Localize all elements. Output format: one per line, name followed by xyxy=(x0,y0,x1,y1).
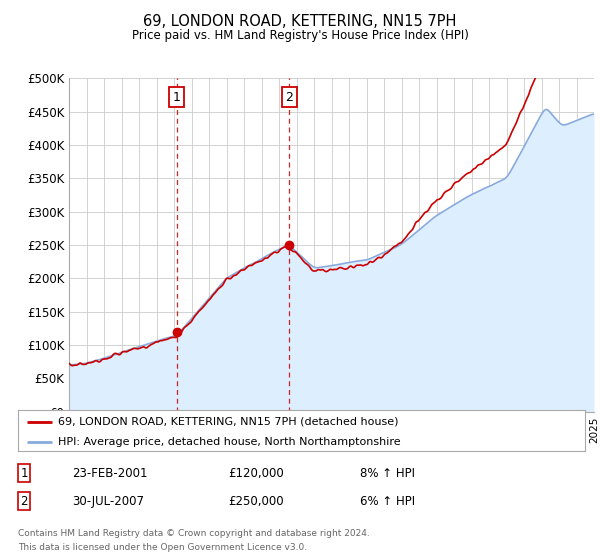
Text: Contains HM Land Registry data © Crown copyright and database right 2024.: Contains HM Land Registry data © Crown c… xyxy=(18,529,370,538)
Text: 69, LONDON ROAD, KETTERING, NN15 7PH: 69, LONDON ROAD, KETTERING, NN15 7PH xyxy=(143,14,457,29)
Text: HPI: Average price, detached house, North Northamptonshire: HPI: Average price, detached house, Nort… xyxy=(58,437,400,447)
Text: 69, LONDON ROAD, KETTERING, NN15 7PH (detached house): 69, LONDON ROAD, KETTERING, NN15 7PH (de… xyxy=(58,417,398,427)
Text: £120,000: £120,000 xyxy=(228,466,284,480)
Text: 30-JUL-2007: 30-JUL-2007 xyxy=(72,494,144,508)
Text: 23-FEB-2001: 23-FEB-2001 xyxy=(72,466,148,480)
Text: 1: 1 xyxy=(20,466,28,480)
Text: This data is licensed under the Open Government Licence v3.0.: This data is licensed under the Open Gov… xyxy=(18,543,307,552)
Text: 6% ↑ HPI: 6% ↑ HPI xyxy=(360,494,415,508)
Text: 8% ↑ HPI: 8% ↑ HPI xyxy=(360,466,415,480)
Text: 2: 2 xyxy=(20,494,28,508)
Text: 1: 1 xyxy=(173,91,181,104)
Text: 2: 2 xyxy=(285,91,293,104)
Text: £250,000: £250,000 xyxy=(228,494,284,508)
Text: Price paid vs. HM Land Registry's House Price Index (HPI): Price paid vs. HM Land Registry's House … xyxy=(131,29,469,42)
